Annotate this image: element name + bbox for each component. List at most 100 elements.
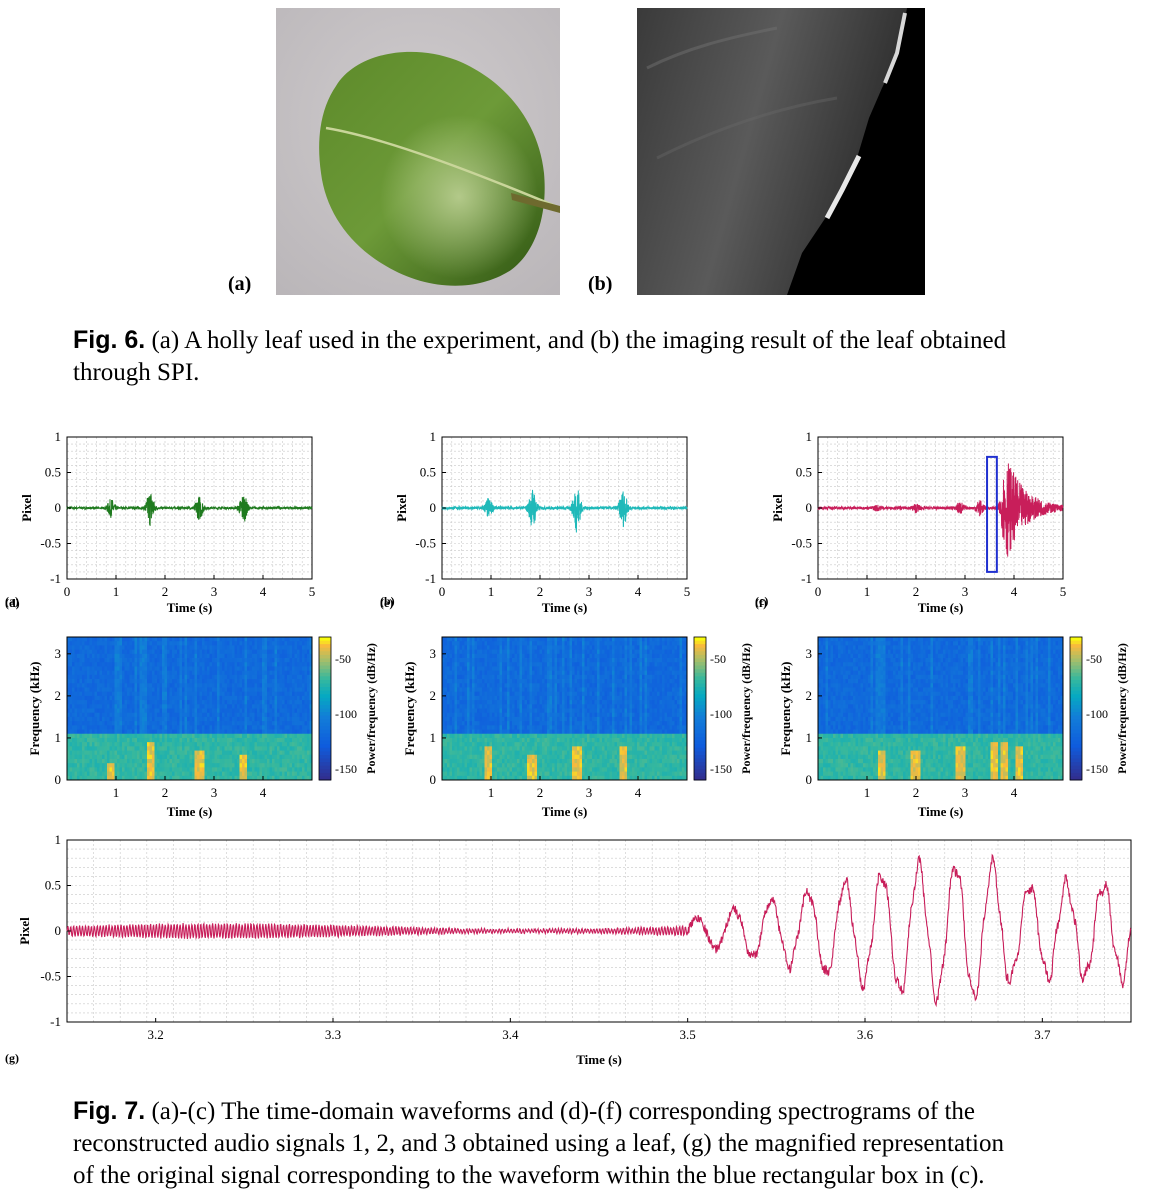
spectrogram-cell bbox=[132, 763, 135, 768]
spectrogram-cell bbox=[152, 729, 155, 735]
spectrogram-cell bbox=[502, 645, 505, 651]
spectrogram-cell bbox=[92, 658, 95, 663]
spectrogram-cell bbox=[137, 725, 140, 730]
spectrogram-cell bbox=[99, 695, 103, 701]
spectrogram-cell bbox=[147, 653, 150, 659]
spectrogram-cell bbox=[472, 775, 475, 781]
spectrogram-cell bbox=[492, 649, 495, 655]
spectrogram-cell bbox=[104, 645, 108, 651]
spectrogram-cell bbox=[264, 674, 268, 680]
spectrogram-cell bbox=[297, 754, 300, 760]
spectrogram-cell bbox=[209, 742, 213, 747]
spectrogram-cell bbox=[67, 645, 70, 651]
spectrogram-cell bbox=[462, 658, 465, 663]
spectrogram-cell bbox=[464, 721, 468, 726]
spectrogram-cell bbox=[234, 683, 238, 688]
spectrogram-cell bbox=[487, 750, 490, 756]
spectrogram-cell bbox=[207, 674, 210, 680]
spectrogram-cell bbox=[232, 653, 235, 659]
colorbar-cell bbox=[319, 715, 331, 720]
spectrogram-cell bbox=[492, 725, 495, 730]
spectrogram-cell bbox=[522, 725, 525, 730]
spectrogram-cell bbox=[507, 763, 510, 768]
spectrogram-cell bbox=[492, 687, 495, 693]
spectrogram-cell bbox=[169, 666, 173, 672]
spectrogram-cell bbox=[89, 674, 93, 680]
spectrogram-cell bbox=[304, 658, 308, 663]
spectrogram-cell bbox=[79, 712, 83, 718]
spectrogram-cell bbox=[232, 645, 235, 651]
spectrogram-cell bbox=[204, 687, 208, 693]
spectrogram-cell bbox=[507, 666, 510, 672]
spectrogram-cell bbox=[234, 679, 238, 684]
spectrogram-cell bbox=[99, 645, 103, 651]
spectrogram-cell bbox=[272, 653, 275, 659]
spectrogram-cell bbox=[497, 641, 500, 646]
spectrogram-cell bbox=[207, 645, 210, 651]
spectrogram-cell bbox=[237, 687, 240, 693]
spectrogram-cell bbox=[497, 695, 500, 701]
spectrogram-cell bbox=[104, 708, 108, 714]
spectrogram-cell bbox=[174, 712, 178, 718]
spectrogram-cell bbox=[539, 721, 543, 726]
spectrogram-cell bbox=[519, 729, 523, 735]
spectrogram-cell bbox=[84, 695, 88, 701]
spectrogram-cell bbox=[157, 750, 160, 756]
spectrogram-cell bbox=[212, 721, 215, 726]
spectrogram-cell bbox=[74, 637, 78, 642]
spectrogram-cell bbox=[232, 737, 235, 743]
spectrogram-cell bbox=[509, 691, 513, 697]
spectrogram-cell bbox=[182, 754, 185, 760]
spectrogram-cell bbox=[114, 729, 118, 735]
spectrogram-cell bbox=[289, 729, 293, 735]
spectrogram-cell bbox=[254, 641, 258, 646]
spectrogram-cell bbox=[272, 666, 275, 672]
spectrogram-cell bbox=[132, 758, 135, 764]
spectrogram-cell bbox=[537, 729, 540, 735]
spectrogram-cell bbox=[289, 695, 293, 701]
spectrogram-cell bbox=[139, 649, 143, 655]
spectrogram-cell bbox=[154, 775, 158, 781]
spectrogram-cell bbox=[452, 666, 455, 672]
colorbar-cell bbox=[319, 704, 331, 710]
spectrogram-cell bbox=[534, 746, 538, 751]
spectrogram-cell bbox=[304, 637, 308, 642]
spectrogram-cell bbox=[174, 763, 178, 768]
spectrogram-cell bbox=[459, 771, 463, 777]
spectrogram-cell bbox=[234, 687, 238, 693]
spectrogram-cell bbox=[254, 700, 258, 705]
spectrogram-cell bbox=[199, 687, 203, 693]
spectrogram-cell bbox=[119, 695, 123, 701]
spectrogram-cell bbox=[244, 708, 248, 714]
spectrogram-cell bbox=[92, 771, 95, 777]
spectrogram-cell bbox=[282, 670, 285, 676]
spectrogram-cell bbox=[529, 687, 533, 693]
spectrogram-cell bbox=[104, 742, 108, 747]
spectrogram-cell bbox=[84, 775, 88, 781]
spectrogram-cell bbox=[497, 700, 500, 705]
spectrogram-cell bbox=[89, 662, 93, 667]
spectrogram-cell bbox=[279, 737, 283, 743]
spectrogram-cell bbox=[464, 695, 468, 701]
spectrogram-cell bbox=[252, 704, 255, 709]
spectrogram-cell bbox=[154, 767, 158, 772]
spectrogram-cell bbox=[214, 666, 218, 672]
spectrogram-cell bbox=[297, 716, 300, 722]
spectrogram-cell bbox=[224, 679, 228, 684]
spectrogram-cell bbox=[184, 641, 188, 646]
spectrogram-cell bbox=[494, 754, 498, 760]
spectrogram-cell bbox=[494, 725, 498, 730]
x-axis-label: Time (s) bbox=[167, 600, 213, 615]
spectrogram-cell bbox=[249, 674, 253, 680]
spectrogram-cell bbox=[122, 742, 125, 747]
spectrogram-cell bbox=[212, 658, 215, 663]
spectrogram-cell bbox=[484, 742, 488, 747]
spectrogram-cell bbox=[457, 704, 460, 709]
spectrogram-cell bbox=[507, 712, 510, 718]
spectrogram-cell bbox=[254, 775, 258, 781]
spectrogram-cell bbox=[239, 670, 243, 676]
spectrogram-cell bbox=[172, 670, 175, 676]
spectrogram-cell bbox=[469, 641, 473, 646]
spectrogram-cell bbox=[137, 721, 140, 726]
spectrogram-cell bbox=[224, 737, 228, 743]
